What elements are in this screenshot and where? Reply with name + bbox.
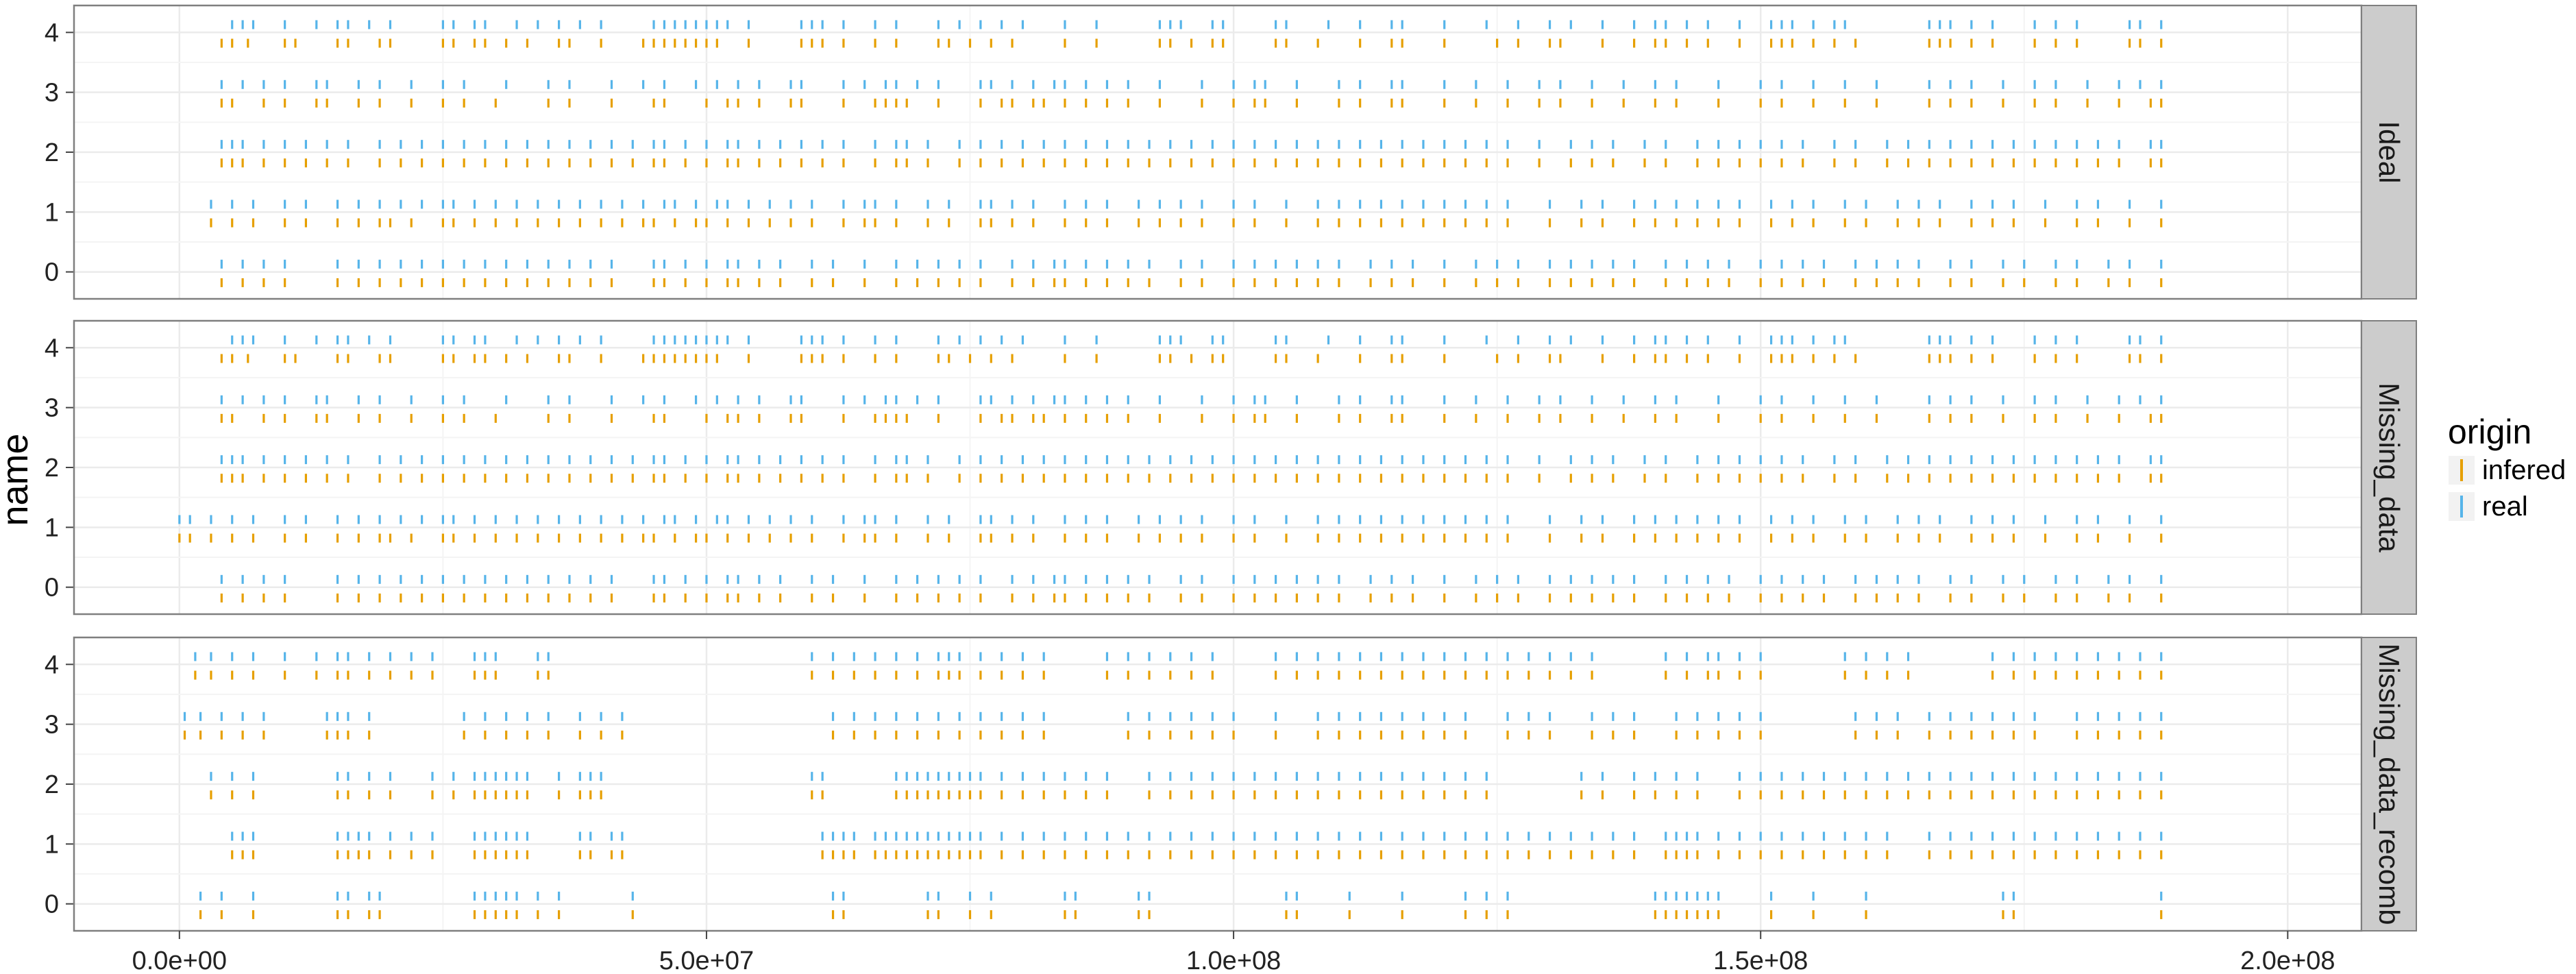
track-1 xyxy=(178,515,2163,543)
y-tick-label: 1 xyxy=(45,830,59,859)
track-1 xyxy=(231,831,2163,860)
legend: origin infered real xyxy=(2447,413,2566,522)
track-3 xyxy=(220,80,2163,108)
track-2 xyxy=(220,455,2163,483)
facet-strip xyxy=(2361,320,2417,615)
y-tick-label: 0 xyxy=(45,258,59,287)
x-axis: 0.0e+00 5.0e+07 1.0e+08 1.5e+08 2.0e+08 xyxy=(132,931,2335,974)
y-axis-title: name xyxy=(0,433,36,526)
y-tick-label: 2 xyxy=(45,138,59,167)
y-tick-label: 2 xyxy=(45,454,59,483)
x-tick-label: 5.0e+07 xyxy=(659,947,754,974)
track-2 xyxy=(220,140,2163,168)
y-tick-label: 4 xyxy=(45,334,59,363)
track-4 xyxy=(220,335,2163,363)
x-tick-label: 1.0e+08 xyxy=(1186,947,1281,974)
x-tick-label: 1.5e+08 xyxy=(1713,947,1808,974)
track-2 xyxy=(210,772,2163,800)
track-3 xyxy=(183,711,2163,740)
y-tick-label: 2 xyxy=(45,770,59,799)
track-3 xyxy=(220,395,2163,423)
track-1 xyxy=(210,199,2163,228)
legend-label: real xyxy=(2482,491,2528,522)
y-tick-label: 3 xyxy=(45,394,59,423)
y-tick-label: 3 xyxy=(45,711,59,740)
facet-panel: 0 1 2 3 4 Ideal xyxy=(45,4,2417,300)
facet-panel: 0 1 2 3 4 Missing_data_recomb xyxy=(45,636,2417,932)
legend-title: origin xyxy=(2448,413,2531,451)
track-4 xyxy=(220,20,2163,48)
facet-strip xyxy=(2361,5,2417,300)
facet-strip xyxy=(2361,637,2417,932)
y-tick-label: 1 xyxy=(45,513,59,542)
x-tick-label: 2.0e+08 xyxy=(2240,947,2335,974)
y-tick-label: 0 xyxy=(45,574,59,602)
track-4 xyxy=(194,652,2163,680)
facet-strip-label: Missing_data xyxy=(2373,382,2405,552)
track-0 xyxy=(220,259,2163,287)
panels: 0 1 2 3 4 Ideal 0 1 2 3 4 Missing_data 0 1 2 3 4 Missing_… xyxy=(45,4,2417,932)
facet-panel: 0 1 2 3 4 Missing_data xyxy=(45,319,2417,616)
y-tick-label: 1 xyxy=(45,198,59,227)
y-tick-label: 4 xyxy=(45,19,59,47)
x-tick-label: 0.0e+00 xyxy=(132,947,227,974)
facet-strip-label: Ideal xyxy=(2373,121,2405,183)
legend-label: infered xyxy=(2482,455,2566,485)
track-0 xyxy=(220,574,2163,602)
facet-strip-label: Missing_data_recomb xyxy=(2373,644,2405,925)
y-tick-label: 0 xyxy=(45,890,59,919)
track-0 xyxy=(199,891,2163,919)
y-tick-label: 4 xyxy=(45,650,59,679)
y-tick-label: 3 xyxy=(45,79,59,108)
